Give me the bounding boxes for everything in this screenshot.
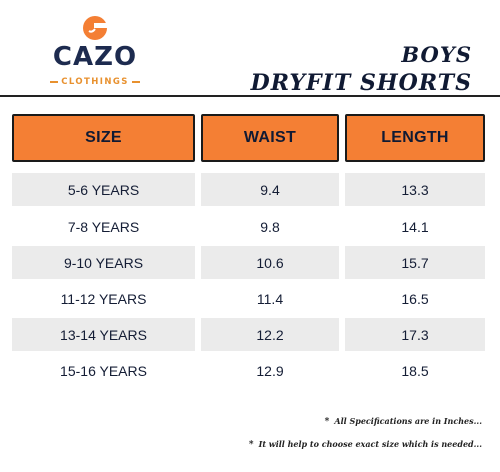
length-cell: 18.5 <box>401 362 429 379</box>
title-line-2: DRYFIT SHORTS <box>250 70 472 96</box>
column-header-size: SIZE <box>12 114 195 162</box>
brand-sub-text: CLOTHINGS <box>61 77 129 87</box>
length-cell: 16.5 <box>401 290 429 307</box>
header-divider <box>0 95 500 97</box>
size-cell: 5-6 YEARS <box>12 173 195 206</box>
length-cell: 13.3 <box>345 173 485 206</box>
brand-subtitle: CLOTHINGS <box>50 75 140 89</box>
column-header-length: LENGTH <box>345 114 485 162</box>
length-cell: 14.1 <box>401 218 429 235</box>
size-cell: 13-14 YEARS <box>12 318 195 351</box>
brand-logo: CAZO CLOTHINGS <box>50 15 140 95</box>
size-cell: 9-10 YEARS <box>12 246 195 279</box>
star-icon: * <box>324 417 330 427</box>
star-icon: * <box>248 440 254 450</box>
brand-dash-left <box>50 81 59 83</box>
size-cell: 7-8 YEARS <box>67 218 140 235</box>
waist-cell: 11.4 <box>256 290 284 307</box>
waist-cell: 12.2 <box>201 318 339 351</box>
waist-cell: 9.8 <box>260 218 280 235</box>
size-cell: 11-12 YEARS <box>60 290 147 307</box>
footnote-size-help: * It will help to choose exact size which… <box>249 439 482 450</box>
brand-name: CAZO <box>52 42 138 72</box>
column-header-waist: WAIST <box>201 114 339 162</box>
length-cell: 15.7 <box>345 246 485 279</box>
size-cell: 15-16 YEARS <box>60 362 147 379</box>
length-cell: 17.3 <box>345 318 485 351</box>
waist-cell: 10.6 <box>201 246 339 279</box>
footnote-units-text: All Specifications are in Inches... <box>334 416 482 426</box>
footnote-units: * All Specifications are in Inches... <box>325 416 482 427</box>
footnote-size-help-text: It will help to choose exact size which … <box>258 439 482 449</box>
waist-cell: 9.4 <box>201 173 339 206</box>
waist-cell: 12.9 <box>256 362 284 379</box>
logo-mark-icon <box>83 16 110 40</box>
brand-dash-right <box>131 81 140 83</box>
page-title: BOYS DRYFIT SHORTS <box>251 40 472 98</box>
title-line-1: BOYS <box>401 42 472 67</box>
